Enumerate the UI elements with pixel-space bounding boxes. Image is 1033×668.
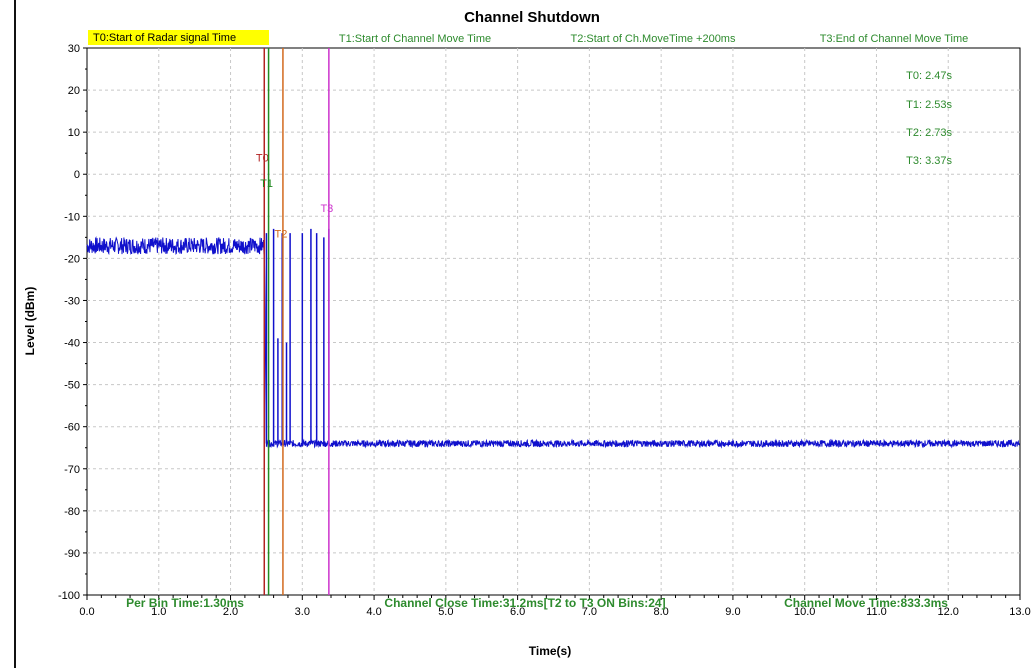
y-tick-label: -10 xyxy=(64,211,80,223)
x-axis-ticks: 0.0 1.0 2.0 3.0 4.0 5.0 6.0 7.0 8.0 9.0 10.0 11.0 12… xyxy=(79,595,1031,618)
footer-close-time: Channel Close Time:31.2ms[T2 to T3 ON Bi… xyxy=(384,596,665,610)
y-tick-label: -30 xyxy=(64,295,80,307)
window-left-border xyxy=(14,0,16,668)
x-tick-label: 0.0 xyxy=(79,606,94,618)
x-tick-label: 13.0 xyxy=(1009,606,1030,618)
chart-title: Channel Shutdown xyxy=(464,9,600,26)
x-tick-label: 2.0 xyxy=(223,606,238,618)
y-axis-ticks: 30 20 10 0 -10 -20 -30 -40 -50 -60 -70 -80 -90 -100 xyxy=(58,43,87,602)
x-tick-label: 7.0 xyxy=(582,606,597,618)
x-tick-label: 12.0 xyxy=(938,606,959,618)
y-tick-label: 30 xyxy=(68,43,80,55)
y-tick-label: -40 xyxy=(64,338,80,350)
marker-value-t0: T0: 2.47s xyxy=(906,70,952,82)
y-tick-label: -100 xyxy=(58,590,80,602)
y-tick-label: -50 xyxy=(64,380,80,392)
y-tick-label: 20 xyxy=(68,85,80,97)
legend-t0: T0:Start of Radar signal Time xyxy=(93,32,236,44)
marker-label-t0: T0 xyxy=(256,153,269,165)
footer-bin-time: Per Bin Time:1.30ms xyxy=(126,596,244,610)
y-tick-label: 0 xyxy=(74,169,80,181)
y-tick-label: -90 xyxy=(64,548,80,560)
marker-label-t3: T3 xyxy=(320,203,333,215)
legend-t0-highlight xyxy=(88,30,269,45)
y-tick-label: -70 xyxy=(64,464,80,476)
footer-move-time: Channel Move Time:833.3ms xyxy=(784,596,948,610)
x-tick-label: 11.0 xyxy=(866,606,887,618)
x-tick-label: 6.0 xyxy=(510,606,525,618)
time-markers: T0 T1 T2 T3 xyxy=(256,48,333,595)
marker-value-t3: T3: 3.37s xyxy=(906,155,952,167)
grid xyxy=(87,48,1020,595)
y-axis-label: Level (dBm) xyxy=(23,287,37,356)
plot-area xyxy=(86,47,1021,596)
marker-value-t2: T2: 2.73s xyxy=(906,127,952,139)
marker-value-t1: T1: 2.53s xyxy=(906,99,952,111)
y-tick-label: -60 xyxy=(64,422,80,434)
series-line xyxy=(86,236,1020,449)
y-tick-label: -20 xyxy=(64,253,80,265)
legend-t2: T2:Start of Ch.MoveTime +200ms xyxy=(571,33,736,45)
x-tick-label: 9.0 xyxy=(725,606,740,618)
x-tick-label: 10.0 xyxy=(794,606,815,618)
marker-label-t2: T2 xyxy=(275,228,288,240)
x-tick-label: 3.0 xyxy=(295,606,310,618)
legend-t3: T3:End of Channel Move Time xyxy=(820,33,969,45)
y-tick-label: -80 xyxy=(64,506,80,518)
x-tick-label: 5.0 xyxy=(438,606,453,618)
x-axis-label: Time(s) xyxy=(529,644,571,658)
x-tick-label: 1.0 xyxy=(151,606,166,618)
x-tick-label: 8.0 xyxy=(654,606,669,618)
x-tick-label: 4.0 xyxy=(366,606,381,618)
y-tick-label: 10 xyxy=(68,127,80,139)
marker-label-t1: T1 xyxy=(260,178,273,190)
legend-t1: T1:Start of Channel Move Time xyxy=(339,33,491,45)
